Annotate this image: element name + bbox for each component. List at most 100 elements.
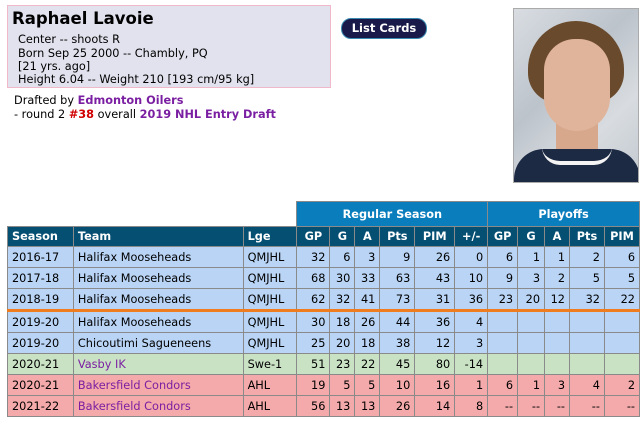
cell-season: 2021-22 xyxy=(7,395,74,417)
cell-ppim: 5 xyxy=(603,267,640,289)
cell-season: 2020-21 xyxy=(7,353,74,375)
player-info-box: Raphael Lavoie Center -- shoots R Born S… xyxy=(7,5,331,88)
cell-a: 13 xyxy=(354,395,381,417)
cell-pim: 26 xyxy=(414,246,456,268)
team-link[interactable]: Bakersfield Condors xyxy=(77,378,191,392)
cell-team: Halifax Mooseheads xyxy=(72,310,244,333)
cell-ppts xyxy=(569,310,605,333)
cell-ppim xyxy=(603,310,640,333)
cell-pa: 3 xyxy=(544,374,570,396)
cell-a: 33 xyxy=(354,267,381,289)
cell-a: 22 xyxy=(354,353,381,375)
col-league: Lge xyxy=(242,226,298,247)
cell-pim: 31 xyxy=(414,288,456,312)
cell-pa: 2 xyxy=(544,267,570,289)
size-line: Height 6.04 -- Weight 210 [193 cm/95 kg] xyxy=(18,73,255,86)
cell-pim: 14 xyxy=(414,395,456,417)
team-link[interactable]: Vasby IK xyxy=(77,357,126,371)
cell-pm: 4 xyxy=(454,310,489,333)
cell-pa xyxy=(544,353,570,375)
cell-pm: 8 xyxy=(454,395,489,417)
cell-pim: 80 xyxy=(414,353,456,375)
position-line: Center -- shoots R xyxy=(18,33,120,46)
cell-pa xyxy=(544,332,570,354)
col-playoff-pim: PIM xyxy=(603,226,640,247)
cell-ppim: 22 xyxy=(603,288,640,312)
cell-pa: 1 xyxy=(544,246,570,268)
col-a: A xyxy=(354,226,381,247)
cell-pm: 3 xyxy=(454,332,489,354)
cell-pgp: 6 xyxy=(487,374,519,396)
cell-pg xyxy=(517,353,546,375)
cell-pts: 45 xyxy=(379,353,416,375)
cell-pm: 1 xyxy=(454,374,489,396)
player-photo xyxy=(513,8,639,183)
col-playoff-gp: GP xyxy=(487,226,519,247)
cell-pg: 1 xyxy=(517,374,546,396)
cell-ppim xyxy=(603,353,640,375)
draft-pick: #38 xyxy=(68,108,95,121)
cell-pgp: 23 xyxy=(487,288,519,312)
cell-pts: 26 xyxy=(379,395,416,417)
cell-ppts xyxy=(569,353,605,375)
regular-season-header: Regular Season xyxy=(296,201,489,227)
list-cards-button[interactable]: List Cards xyxy=(341,18,427,39)
cell-pim: 16 xyxy=(414,374,456,396)
cell-pts: 63 xyxy=(379,267,416,289)
table-row: 2019-20 Chicoutimi Sagueneens QMJHL 25 20 18 3… xyxy=(7,332,640,354)
cell-g: 32 xyxy=(329,288,356,312)
draft-team-link[interactable]: Edmonton Oilers xyxy=(77,94,184,107)
cell-pg: 3 xyxy=(517,267,546,289)
col-gp: GP xyxy=(296,226,331,247)
cell-ppts: 4 xyxy=(569,374,605,396)
cell-gp: 25 xyxy=(296,332,331,354)
playoffs-header: Playoffs xyxy=(487,201,640,227)
table-row: 2017-18 Halifax Mooseheads QMJHL 68 30 33 63 43… xyxy=(7,267,640,289)
cell-pa: -- xyxy=(544,395,570,417)
cell-pg xyxy=(517,332,546,354)
cell-gp: 68 xyxy=(296,267,331,289)
table-row: 2019-20 Halifax Mooseheads QMJHL 30 18 26 44 36… xyxy=(7,310,640,333)
table-row: 2020-21 Bakersfield Condors AHL 19 5 5 10 16 1 6 1… xyxy=(7,374,640,396)
cell-ppts: 2 xyxy=(569,246,605,268)
col-playoff-g: G xyxy=(517,226,546,247)
cell-season: 2016-17 xyxy=(7,246,74,268)
cell-lge: AHL xyxy=(242,374,298,396)
cell-pa: 12 xyxy=(544,288,570,312)
blank-header xyxy=(8,202,297,227)
stats-table: Regular Season Playoffs Season Team Lge … xyxy=(7,201,640,417)
cell-season: 2017-18 xyxy=(7,267,74,289)
cell-team: Halifax Mooseheads xyxy=(72,246,244,268)
cell-pm: -14 xyxy=(454,353,489,375)
cell-pgp: 9 xyxy=(487,267,519,289)
drafted-by-line: Drafted by Edmonton Oilers xyxy=(14,94,183,107)
col-playoff-a: A xyxy=(544,226,570,247)
cell-g: 20 xyxy=(329,332,356,354)
cell-pm: 36 xyxy=(454,288,489,312)
cell-g: 6 xyxy=(329,246,356,268)
col-g: G xyxy=(329,226,356,247)
cell-ppim: 2 xyxy=(603,374,640,396)
draft-name-link[interactable]: 2019 NHL Entry Draft xyxy=(139,108,276,121)
cell-ppim: 6 xyxy=(603,246,640,268)
cell-team: Halifax Mooseheads xyxy=(72,267,244,289)
table-row: 2016-17 Halifax Mooseheads QMJHL 32 6 3 9 26 0 6 1… xyxy=(7,246,640,268)
col-playoff-pts: Pts xyxy=(569,226,605,247)
cell-pts: 9 xyxy=(379,246,416,268)
cell-lge: QMJHL xyxy=(242,332,298,354)
cell-a: 26 xyxy=(354,310,381,333)
table-row: 2018-19 Halifax Mooseheads QMJHL 62 32 41 73 31… xyxy=(7,288,640,312)
cell-g: 18 xyxy=(329,310,356,333)
team-link[interactable]: Bakersfield Condors xyxy=(77,399,191,413)
cell-team: Chicoutimi Sagueneens xyxy=(72,332,244,354)
player-name: Raphael Lavoie xyxy=(12,9,154,28)
draft-round: - round 2 xyxy=(14,108,69,121)
cell-ppts: 32 xyxy=(569,288,605,312)
col-pim: PIM xyxy=(414,226,456,247)
col-pts: Pts xyxy=(379,226,416,247)
age-line: [21 yrs. ago] xyxy=(18,60,91,73)
cell-gp: 30 xyxy=(296,310,331,333)
draft-detail-line: - round 2 #38 overall 2019 NHL Entry Dra… xyxy=(14,108,276,121)
cell-lge: QMJHL xyxy=(242,288,298,312)
cell-pts: 73 xyxy=(379,288,416,312)
